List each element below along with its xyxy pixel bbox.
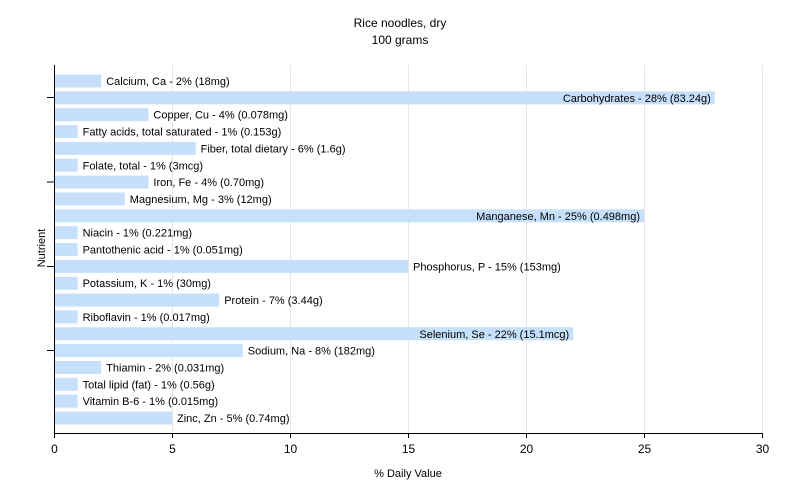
- x-tick-label: 15: [402, 442, 416, 456]
- bars: [55, 74, 715, 425]
- bar: [55, 141, 196, 155]
- bar: [55, 192, 125, 206]
- x-tick-label: 20: [520, 442, 534, 456]
- bar: [55, 108, 149, 122]
- x-axis-title: % Daily Value: [374, 468, 442, 480]
- bar-label: Pantothenic acid - 1% (0.051mg): [83, 245, 243, 257]
- bar-label: Fatty acids, total saturated - 1% (0.153…: [83, 127, 282, 139]
- bar: [55, 259, 408, 273]
- bar-label: Niacin - 1% (0.221mg): [83, 228, 192, 240]
- bar: [55, 411, 172, 425]
- bar-label: Iron, Fe - 4% (0.70mg): [153, 177, 264, 189]
- x-tick-label: 30: [756, 442, 770, 456]
- chart-title: Rice noodles, dry: [354, 16, 447, 30]
- bar-labels: Calcium, Ca - 2% (18mg) Carbohydrates - 2…: [83, 76, 711, 425]
- bar-label: Total lipid (fat) - 1% (0.56g): [83, 379, 215, 391]
- bar-label: Riboflavin - 1% (0.017mg): [83, 312, 210, 324]
- bar: [55, 344, 243, 358]
- bar-label: Folate, total - 1% (3mcg): [83, 160, 203, 172]
- x-tick-label: 10: [284, 442, 298, 456]
- bar-label: Selenium, Se - 22% (15.1mcg): [419, 329, 569, 341]
- bar-label: Phosphorus, P - 15% (153mg): [413, 261, 561, 273]
- bar-label: Zinc, Zn - 5% (0.74mg): [177, 413, 289, 425]
- bar-label: Sodium, Na - 8% (182mg): [248, 346, 375, 358]
- bar: [55, 125, 78, 139]
- bar: [55, 394, 78, 408]
- bar: [55, 377, 78, 391]
- axes: 0 5 10 15 20 25 30: [47, 65, 769, 456]
- bar-label: Thiamin - 2% (0.031mg): [106, 362, 224, 374]
- bar: [55, 175, 149, 189]
- chart-subtitle: 100 grams: [372, 33, 429, 47]
- bar-label: Vitamin B-6 - 1% (0.015mg): [83, 396, 219, 408]
- bar-label: Manganese, Mn - 25% (0.498mg): [476, 211, 640, 223]
- x-tick-label: 25: [638, 442, 652, 456]
- bar: [55, 158, 78, 172]
- bar-label: Calcium, Ca - 2% (18mg): [106, 76, 229, 88]
- bar: [55, 293, 220, 307]
- bar-label: Carbohydrates - 28% (83.24g): [563, 93, 711, 105]
- bar: [55, 209, 644, 223]
- bar: [55, 243, 78, 256]
- x-tick-label: 5: [169, 442, 176, 456]
- bar-label: Copper, Cu - 4% (0.078mg): [153, 110, 288, 122]
- bar-label: Magnesium, Mg - 3% (12mg): [130, 194, 272, 206]
- bar-label: Potassium, K - 1% (30mg): [83, 278, 211, 290]
- bar: [55, 327, 574, 341]
- bar-label: Fiber, total dietary - 6% (1.6g): [201, 143, 346, 155]
- bar: [55, 360, 102, 374]
- bar: [55, 91, 715, 105]
- bar-label: Protein - 7% (3.44g): [224, 295, 322, 307]
- y-axis-title: Nutrient: [36, 229, 48, 268]
- x-tick-label: 0: [51, 442, 58, 456]
- bar: [55, 226, 78, 240]
- gridlines: [172, 65, 763, 433]
- bar: [55, 74, 102, 88]
- bar: [55, 276, 78, 290]
- bar: [55, 310, 78, 324]
